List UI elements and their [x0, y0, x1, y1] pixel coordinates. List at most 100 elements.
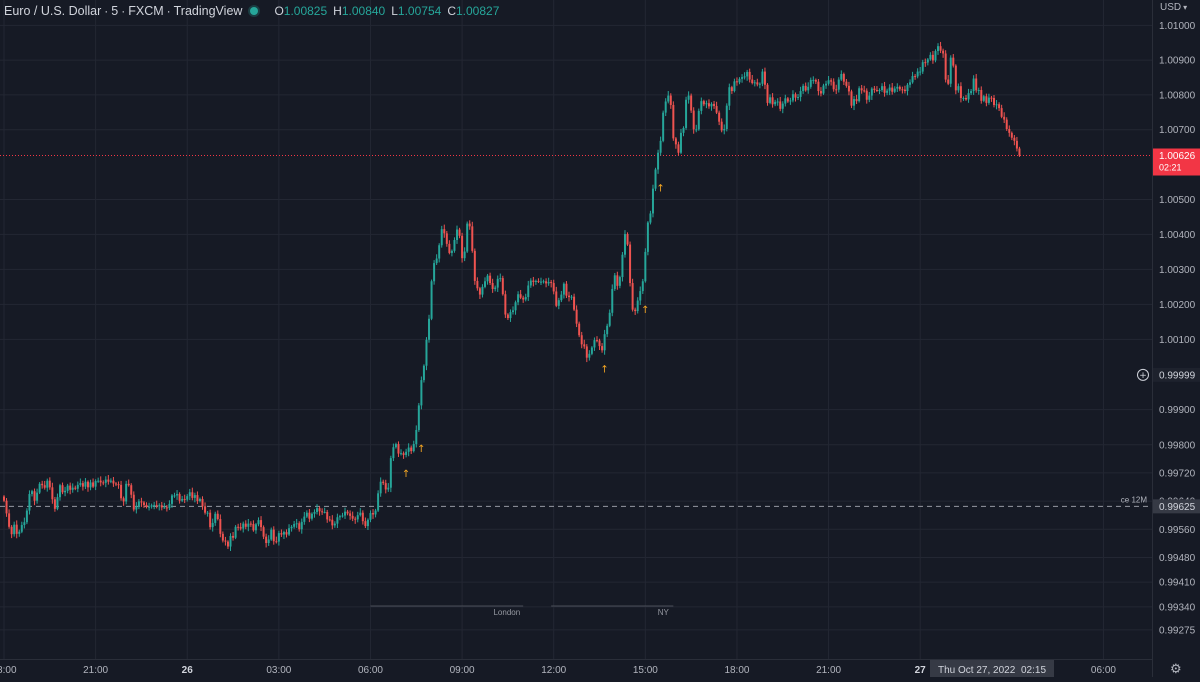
candle-body: [744, 76, 746, 77]
candle-body: [634, 310, 636, 311]
candle-body: [107, 480, 109, 482]
candle-body: [181, 499, 183, 501]
candle-body: [904, 90, 906, 91]
candle-body: [517, 294, 519, 302]
candle-body: [44, 485, 46, 487]
candle-body: [212, 523, 214, 527]
candle-body: [792, 94, 794, 100]
candle-body: [558, 300, 560, 306]
price-tick-label: 1.00900: [1159, 56, 1196, 67]
candle-body: [627, 234, 629, 244]
candle-body: [420, 380, 422, 405]
candle-body: [492, 283, 494, 289]
candle-body: [341, 516, 343, 517]
candle-body: [324, 512, 326, 513]
candle-body: [217, 514, 219, 519]
candle-body: [293, 524, 295, 527]
candle-body: [861, 88, 863, 90]
candle-body: [1016, 141, 1018, 149]
candle-body: [940, 46, 942, 51]
candle-body: [1011, 133, 1013, 138]
candle-body: [759, 84, 761, 85]
candle-body: [255, 524, 257, 530]
candle-body: [375, 511, 377, 515]
candle-body: [156, 505, 158, 506]
candle-body: [148, 507, 150, 508]
candle-body: [222, 534, 224, 541]
currency-selector[interactable]: USD▾: [1160, 2, 1187, 13]
market-status-icon[interactable]: [250, 7, 258, 15]
currency-label: USD: [1160, 2, 1181, 13]
candle-body: [721, 122, 723, 131]
candle-body: [619, 277, 621, 286]
candle-body: [311, 514, 313, 519]
candle-body: [23, 522, 25, 525]
level-price-label: 0.99625: [1159, 502, 1196, 513]
candle-body: [415, 430, 417, 444]
symbol-name[interactable]: Euro / U.S. Dollar: [4, 4, 101, 18]
chevron-down-icon: ▾: [1183, 3, 1187, 12]
candle-body: [731, 87, 733, 91]
candle-body: [102, 482, 104, 483]
gear-icon[interactable]: ⚙: [1170, 661, 1182, 677]
candle-body: [288, 528, 290, 534]
candle-body: [240, 527, 242, 528]
candle-body: [576, 310, 578, 324]
candle-body: [1006, 120, 1008, 129]
candle-body: [568, 296, 570, 297]
candle-body: [446, 233, 448, 243]
time-tick-label: 21:00: [816, 665, 841, 676]
candle-body: [509, 312, 511, 318]
candle-body: [49, 481, 51, 488]
candle-body: [774, 102, 776, 104]
time-tick-label: 27: [915, 665, 927, 676]
session-label: NY: [658, 608, 670, 617]
candle-body: [110, 481, 112, 482]
candle-body: [873, 89, 875, 90]
candle-body: [237, 527, 239, 528]
candle-body: [632, 283, 634, 310]
candle-body: [334, 524, 336, 526]
close-value: 1.00827: [456, 4, 499, 18]
interval-label[interactable]: 5: [111, 4, 118, 18]
candle-body: [494, 288, 496, 289]
legend-separator: ·: [167, 4, 171, 18]
candle-body: [996, 104, 998, 105]
candle-body: [382, 482, 384, 483]
candle-body: [741, 77, 743, 79]
price-tick-label: 0.99720: [1159, 468, 1196, 479]
candle-body: [242, 524, 244, 529]
candle-body: [369, 513, 371, 520]
candle-body: [789, 100, 791, 101]
candle-body: [1013, 138, 1015, 141]
candle-body: [716, 106, 718, 113]
candle-body: [726, 106, 728, 129]
candle-body: [642, 281, 644, 291]
candle-body: [723, 129, 725, 130]
candle-body: [975, 79, 977, 91]
candle-body: [219, 519, 221, 534]
candle-body: [100, 481, 102, 483]
candle-body: [680, 133, 682, 153]
candle-body: [601, 346, 603, 350]
candle-body: [807, 87, 809, 90]
candle-body: [275, 541, 277, 542]
candle-body: [990, 98, 992, 99]
candle-body: [130, 485, 132, 495]
time-tick-label: 03:00: [266, 665, 291, 676]
candle-body: [578, 324, 580, 336]
price-tick-label: 0.99340: [1159, 602, 1196, 613]
candle-body: [161, 505, 163, 507]
candle-body: [828, 80, 830, 83]
candle-body: [252, 524, 254, 530]
session-label: London: [493, 608, 520, 617]
candle-body: [1001, 108, 1003, 117]
candle-body: [711, 104, 713, 106]
candle-body: [484, 281, 486, 287]
candle-body: [914, 76, 916, 77]
candle-body: [140, 501, 142, 502]
candle-body: [357, 515, 359, 519]
candle-body: [960, 86, 962, 98]
